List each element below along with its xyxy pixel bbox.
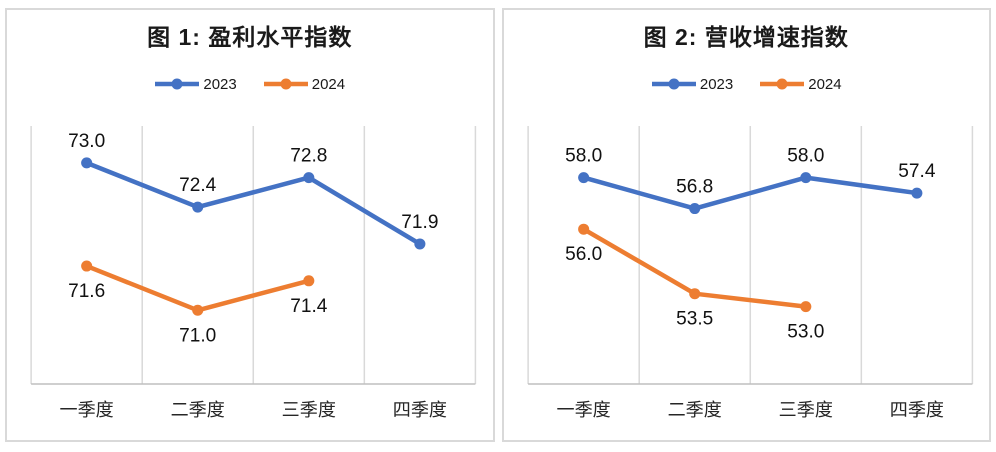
data-label: 71.4 bbox=[290, 296, 328, 317]
legend-line-marker-icon bbox=[155, 78, 200, 90]
series-line-2023 bbox=[580, 175, 919, 211]
chart-legend: 2023 2024 bbox=[651, 74, 842, 94]
data-point-marker bbox=[577, 172, 589, 184]
x-axis-label: 四季度 bbox=[393, 400, 447, 420]
data-label: 56.0 bbox=[565, 244, 602, 265]
line-plot: 一季度 二季度 三季度 四季度 73.0 72.4 72.8 71.9 71.6 71.0 71.4 bbox=[30, 126, 477, 420]
data-label: 71.9 bbox=[401, 212, 438, 233]
legend-label: 2024 bbox=[311, 75, 346, 93]
data-label: 56.8 bbox=[676, 177, 713, 198]
data-point-marker bbox=[688, 288, 700, 300]
chart-title: 图 1: 盈利水平指数 bbox=[147, 24, 353, 50]
x-axis-label: 二季度 bbox=[171, 400, 225, 420]
data-label: 58.0 bbox=[565, 146, 602, 167]
data-point-marker bbox=[910, 187, 922, 199]
legend-label: 2023 bbox=[203, 75, 237, 93]
chart-panel-profit-index: 图 1: 盈利水平指数 2023 2024 一季度 二季度 三季度 四季度 73.0 72.… bbox=[5, 8, 495, 442]
x-axis-label: 三季度 bbox=[778, 400, 832, 420]
legend-item-2024: 2024 bbox=[263, 76, 345, 93]
legend-item-2023: 2023 bbox=[651, 76, 733, 93]
chart-panel-revenue-growth-index: 图 2: 营收增速指数 2023 2024 一季度 二季度 三季度 四季度 58.0 56.… bbox=[501, 8, 991, 442]
x-axis-label: 一季度 bbox=[60, 400, 114, 420]
series-line-2024 bbox=[84, 263, 312, 313]
x-axis-label: 四季度 bbox=[889, 400, 943, 420]
data-point-marker bbox=[799, 172, 811, 184]
legend-label: 2023 bbox=[699, 75, 734, 93]
data-point-marker bbox=[192, 304, 204, 316]
data-point-marker bbox=[303, 172, 315, 184]
data-point-marker bbox=[303, 275, 315, 287]
chart-title: 图 2: 营收增速指数 bbox=[643, 24, 849, 50]
data-label: 58.0 bbox=[787, 146, 824, 167]
legend-line-marker-icon bbox=[651, 78, 696, 90]
legend-item-2023: 2023 bbox=[154, 75, 237, 93]
data-point-marker bbox=[688, 203, 700, 215]
data-point-marker bbox=[81, 260, 93, 272]
x-axis-label: 三季度 bbox=[282, 400, 336, 420]
data-label: 72.8 bbox=[290, 146, 327, 167]
data-label: 73.0 bbox=[68, 131, 105, 152]
line-plot: 一季度 二季度 三季度 四季度 58.0 56.8 58.0 57.4 56.0 53.5 53.0 bbox=[526, 126, 973, 420]
chart-legend: 2023 2024 bbox=[154, 74, 345, 94]
data-point-marker bbox=[799, 301, 811, 313]
data-point-marker bbox=[577, 223, 589, 235]
data-point-marker bbox=[414, 238, 426, 250]
data-label: 71.0 bbox=[179, 325, 216, 346]
data-label: 72.4 bbox=[179, 175, 217, 196]
data-label: 53.5 bbox=[676, 309, 713, 330]
legend-item-2024: 2024 bbox=[759, 75, 842, 93]
legend-line-marker-icon bbox=[760, 78, 805, 90]
x-axis-label: 一季度 bbox=[556, 400, 610, 420]
data-label: 57.4 bbox=[898, 161, 936, 182]
series-line-2023 bbox=[84, 160, 423, 247]
legend-label: 2024 bbox=[808, 75, 842, 93]
x-axis-label: 二季度 bbox=[667, 400, 721, 420]
data-label: 71.6 bbox=[68, 281, 105, 302]
data-label: 53.0 bbox=[787, 322, 824, 343]
data-point-marker bbox=[192, 201, 204, 213]
legend-line-marker-icon bbox=[263, 78, 308, 90]
data-point-marker bbox=[81, 157, 93, 169]
